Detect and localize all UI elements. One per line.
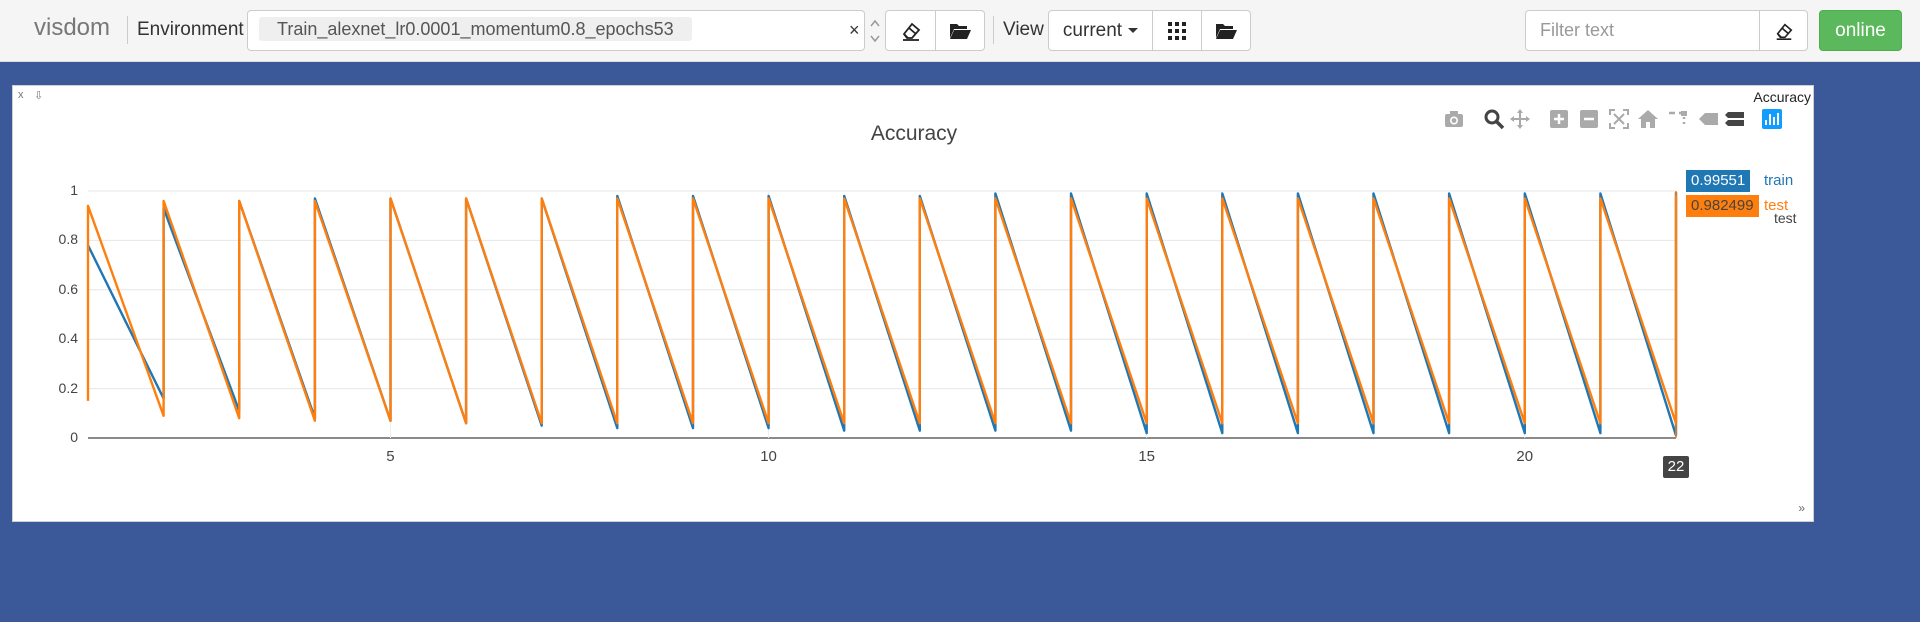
pan-icon[interactable] bbox=[1509, 108, 1531, 130]
view-select[interactable]: current bbox=[1048, 10, 1153, 51]
y-tick-label: 0.8 bbox=[58, 231, 78, 248]
eraser-icon bbox=[1776, 22, 1792, 40]
accuracy-line-chart[interactable] bbox=[13, 86, 1815, 523]
plotly-logo-icon[interactable] bbox=[1761, 108, 1783, 130]
reset-axes-icon[interactable] bbox=[1637, 108, 1659, 130]
hover-series-name-train: train bbox=[1764, 172, 1794, 189]
spike-lines-icon[interactable] bbox=[1667, 108, 1689, 130]
y-tick-label: 0 bbox=[70, 429, 78, 445]
close-pane-icon[interactable]: x bbox=[18, 89, 24, 101]
manage-views-button[interactable] bbox=[1201, 10, 1251, 51]
x-tick-label: 20 bbox=[1516, 448, 1534, 465]
hover-closest-icon[interactable] bbox=[1697, 108, 1719, 130]
y-tick-label: 0.6 bbox=[58, 280, 78, 297]
environment-label: Environment bbox=[137, 19, 244, 40]
manage-environments-button[interactable] bbox=[935, 10, 985, 51]
hover-compare-icon[interactable] bbox=[1723, 108, 1745, 130]
connection-status-button[interactable]: online bbox=[1819, 10, 1902, 51]
view-select-value: current bbox=[1062, 19, 1123, 41]
zoom-out-icon[interactable] bbox=[1578, 108, 1600, 130]
hover-value-train: 0.99551 bbox=[1686, 170, 1751, 192]
folder-open-icon bbox=[1216, 23, 1237, 39]
plot-pane[interactable]: x ⇩ Accuracy Accuracy bbox=[12, 85, 1814, 522]
chart-title: Accuracy bbox=[870, 122, 958, 145]
environment-selector[interactable]: Train_alexnet_lr0.0001_momentum0.8_epoch… bbox=[247, 10, 880, 51]
hover-series-name-test: test bbox=[1764, 197, 1789, 214]
hover-value-test: 0.982499 bbox=[1686, 195, 1759, 217]
brand-logo[interactable]: visdom bbox=[34, 14, 111, 41]
resize-handle-icon[interactable]: » bbox=[1798, 501, 1805, 515]
navbar-divider-2 bbox=[993, 16, 994, 44]
x-tick-label: 10 bbox=[760, 448, 777, 465]
grid-icon bbox=[1168, 21, 1186, 40]
eraser-icon bbox=[902, 22, 920, 41]
y-tick-label: 1 bbox=[70, 182, 78, 198]
x-tick-label: 5 bbox=[386, 448, 395, 465]
zoom-in-icon[interactable] bbox=[1548, 108, 1570, 130]
y-tick-label: 0.4 bbox=[58, 330, 78, 347]
repack-layout-button[interactable] bbox=[1152, 10, 1202, 51]
environment-spinner-icon[interactable] bbox=[868, 15, 882, 47]
clear-filter-button[interactable] bbox=[1759, 10, 1808, 51]
pin-pane-icon[interactable]: ⇩ bbox=[34, 90, 44, 102]
series-line-test[interactable] bbox=[86, 195, 1678, 425]
zoom-icon[interactable] bbox=[1483, 108, 1505, 130]
top-navbar: visdom Environment Train_alexnet_lr0.000… bbox=[0, 0, 1920, 62]
y-tick-label: 0.2 bbox=[58, 379, 78, 396]
filter-input[interactable] bbox=[1525, 10, 1760, 51]
clear-environment-button[interactable] bbox=[885, 10, 936, 51]
x-tick-label: 15 bbox=[1138, 448, 1155, 465]
folder-open-icon bbox=[950, 23, 971, 39]
view-label: View bbox=[1003, 19, 1044, 40]
legend-entry-test[interactable]: test bbox=[1774, 210, 1797, 226]
autoscale-icon[interactable] bbox=[1608, 108, 1630, 130]
camera-icon[interactable] bbox=[1443, 108, 1465, 130]
environment-chip[interactable]: Train_alexnet_lr0.0001_momentum0.8_epoch… bbox=[259, 17, 692, 41]
clear-environment-icon[interactable]: × bbox=[849, 20, 860, 40]
hover-x-label: 22 bbox=[1663, 456, 1689, 478]
pane-title[interactable]: Accuracy bbox=[1753, 89, 1811, 105]
navbar-divider bbox=[127, 16, 128, 44]
chevron-down-icon bbox=[1128, 28, 1139, 33]
